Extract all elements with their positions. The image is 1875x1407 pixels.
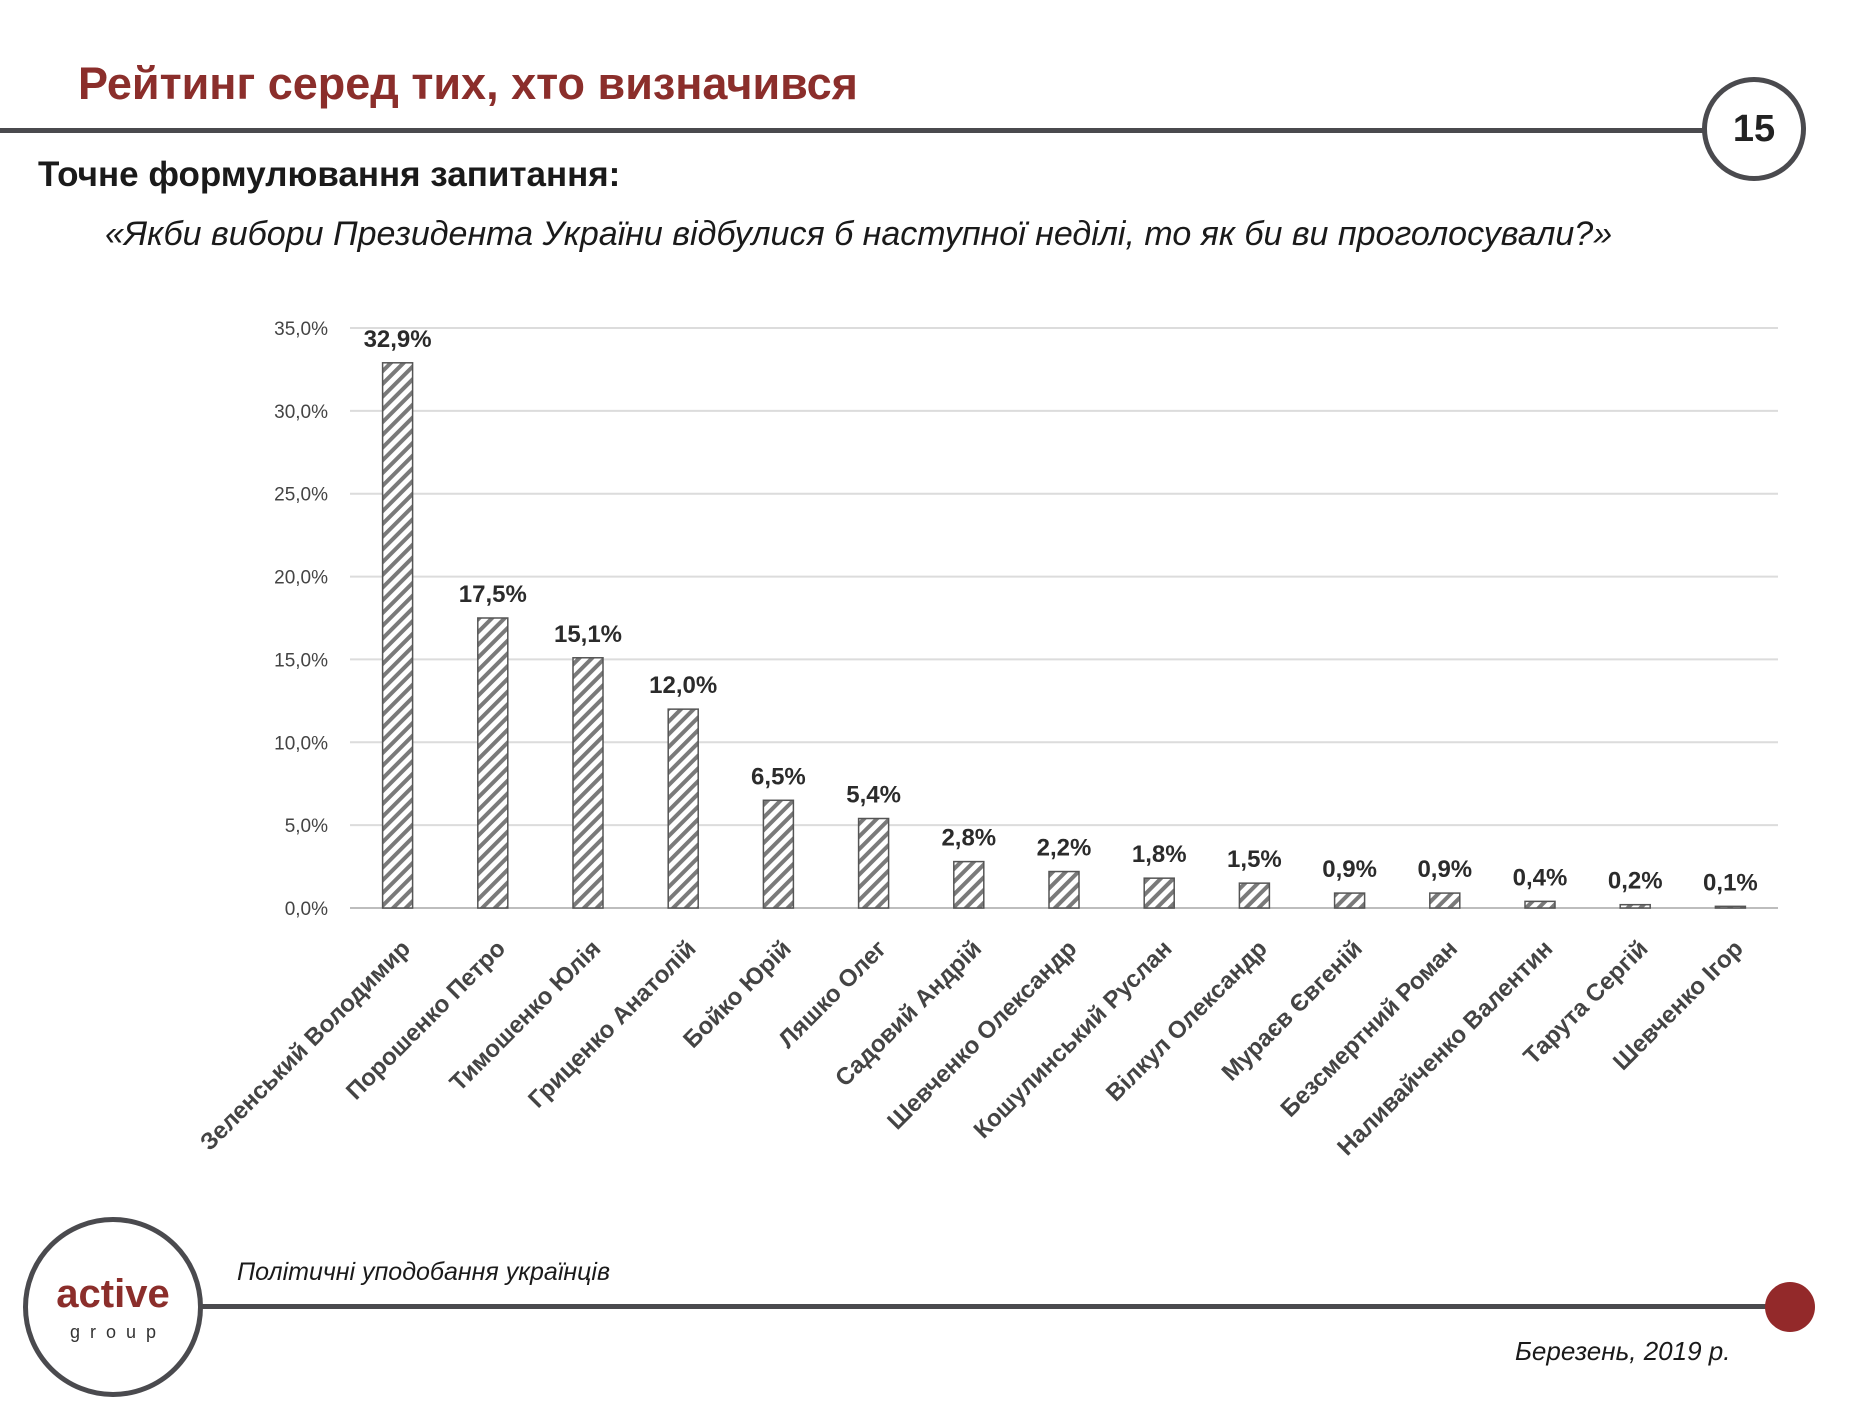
page-number: 15 — [1732, 107, 1776, 150]
category-label: Кошулинський Руслан — [969, 935, 1178, 1144]
bar — [1143, 877, 1175, 909]
data-label: 0,1% — [1703, 869, 1758, 896]
data-label: 1,8% — [1132, 841, 1187, 868]
data-label: 2,8% — [941, 825, 996, 852]
logo-subtext: group — [69, 1322, 167, 1342]
bar — [1524, 900, 1556, 909]
footer-divider — [200, 1304, 1780, 1309]
footer-dot — [1765, 1282, 1815, 1332]
data-label: 32,9% — [364, 326, 432, 353]
y-tick-label: 20,0% — [274, 568, 328, 589]
data-label: 15,1% — [554, 621, 622, 648]
y-tick-label: 10,0% — [274, 733, 328, 754]
bar-chart: 0,0% 5,0% 10,0% 15,0% 20,0% 25,0% 30,0% 35,0% 32… — [195, 319, 1778, 1161]
footer-report-name: Політичні уподобання українців — [237, 1258, 611, 1286]
y-tick-label: 25,0% — [274, 485, 328, 506]
chart-labels: 0,0% 5,0% 10,0% 15,0% 20,0% 25,0% 30,0% 35,0% 32… — [195, 319, 1758, 1161]
data-label: 2,2% — [1037, 835, 1092, 862]
data-label: 5,4% — [846, 782, 901, 809]
data-label: 0,9% — [1417, 856, 1472, 883]
question-text: «Якби вибори Президента України відбулис… — [105, 215, 1613, 253]
bar — [1619, 903, 1651, 909]
bar — [953, 860, 985, 909]
chart-grid — [350, 327, 1778, 909]
bar — [857, 817, 890, 909]
bar — [667, 708, 699, 909]
y-tick-label: 35,0% — [274, 319, 328, 340]
bar — [1333, 892, 1366, 909]
bar — [1238, 882, 1271, 909]
y-tick-label: 5,0% — [285, 816, 328, 837]
category-label: Вілкул Олександр — [1101, 935, 1273, 1107]
data-label: 1,5% — [1227, 846, 1282, 873]
category-label: Шевченко Олександр — [882, 935, 1082, 1135]
data-label: 6,5% — [751, 763, 806, 790]
y-tick-label: 30,0% — [274, 402, 328, 423]
bar — [1429, 892, 1461, 909]
bar — [477, 617, 509, 909]
bar — [1048, 870, 1080, 909]
data-label: 12,0% — [649, 672, 717, 699]
bar — [381, 362, 414, 909]
header-divider — [0, 128, 1705, 133]
bar — [1714, 905, 1747, 909]
category-label: Порошенко Петро — [341, 935, 511, 1105]
data-label: 0,4% — [1513, 864, 1568, 891]
logo-wordmark: active — [56, 1272, 170, 1316]
footer-date: Березень, 2019 р. — [1515, 1336, 1731, 1366]
data-label: 0,9% — [1322, 856, 1377, 883]
bar — [572, 657, 604, 909]
page-number-badge: 15 — [1702, 77, 1806, 181]
y-tick-label: 15,0% — [274, 650, 328, 671]
data-label: 17,5% — [459, 581, 527, 608]
bar — [762, 799, 795, 909]
y-tick-label: 0,0% — [285, 899, 328, 920]
logo: active group — [23, 1217, 203, 1397]
chart-bars — [381, 362, 1747, 909]
category-label: Безсмертний Роман — [1276, 935, 1464, 1123]
category-label: Гриценко Анатолій — [523, 935, 701, 1113]
page-title: Рейтинг серед тих, хто визначився — [78, 58, 858, 109]
question-heading: Точне формулювання запитання: — [38, 155, 621, 194]
data-label: 0,2% — [1608, 868, 1663, 895]
